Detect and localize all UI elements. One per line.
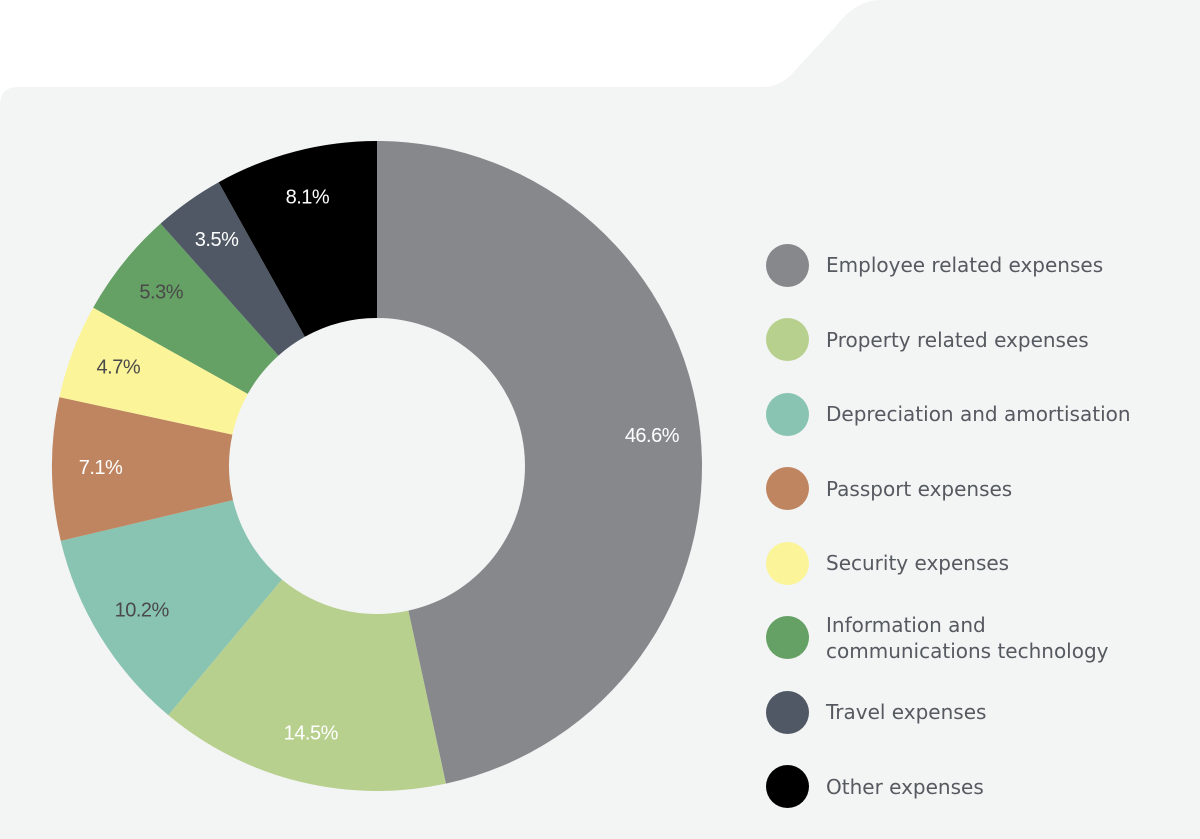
legend-label: Travel expenses: [826, 700, 987, 725]
slice-label-employee: 46.6%: [625, 425, 680, 447]
legend-swatch: [766, 541, 809, 585]
legend: Employee related expenses Property relate…: [766, 228, 1186, 824]
legend-item: Other expenses: [766, 750, 1186, 825]
slice-employee: [377, 141, 702, 784]
legend-swatch: [766, 765, 809, 809]
legend-item: Depreciation and amortisation: [766, 377, 1186, 452]
slice-label-property: 14.5%: [284, 723, 339, 745]
slice-label-depreciation: 10.2%: [115, 599, 170, 621]
legend-item: Passport expenses: [766, 452, 1186, 527]
slice-other: [218, 141, 377, 337]
legend-label: Depreciation and amortisation: [826, 402, 1131, 427]
legend-label: Passport expenses: [826, 476, 1013, 501]
slice-property: [168, 579, 446, 791]
legend-swatch: [766, 392, 809, 436]
slice-label-travel: 3.5%: [195, 229, 239, 251]
legend-swatch: [766, 467, 809, 511]
slice-ict: [93, 223, 279, 394]
slice-passport: [51, 397, 233, 541]
legend-swatch: [766, 318, 809, 362]
slice-security: [59, 307, 248, 435]
legend-item: Information and communications technolog…: [766, 601, 1186, 676]
slice-travel: [160, 182, 305, 356]
legend-label: Security expenses: [826, 551, 1010, 576]
legend-item: Security expenses: [766, 526, 1186, 601]
donut-labels: 46.6% 14.5% 10.2% 7.1% 4.7% 5.3% 3.5% 8.1%: [79, 187, 681, 745]
legend-item: Travel expenses: [766, 675, 1186, 750]
legend-swatch: [766, 616, 809, 660]
slice-label-other: 8.1%: [286, 187, 330, 209]
legend-label: Other expenses: [826, 774, 984, 799]
legend-label: Employee related expenses: [826, 253, 1104, 278]
legend-label: Property related expenses: [826, 327, 1089, 352]
slice-depreciation: [60, 500, 282, 716]
legend-item: Employee related expenses: [766, 228, 1186, 303]
legend-swatch: [766, 690, 809, 734]
legend-swatch: [766, 243, 809, 287]
slice-label-ict: 5.3%: [139, 281, 183, 303]
legend-item: Property related expenses: [766, 303, 1186, 378]
slice-label-security: 4.7%: [97, 357, 141, 379]
donut-slices: [51, 141, 702, 791]
legend-label: Information and communications technolog…: [826, 612, 1109, 663]
slice-label-passport: 7.1%: [79, 457, 123, 479]
